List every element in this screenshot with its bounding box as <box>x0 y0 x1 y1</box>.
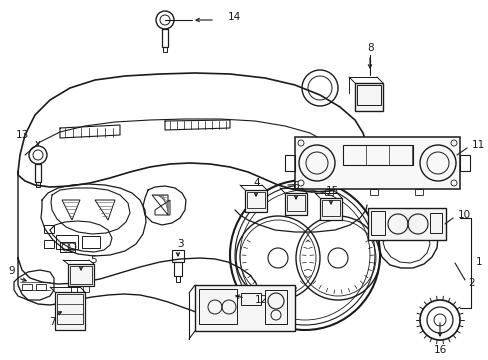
Bar <box>71 286 77 292</box>
Bar <box>176 276 180 282</box>
Bar <box>44 225 54 233</box>
Bar <box>82 236 100 248</box>
Text: 10: 10 <box>457 210 470 220</box>
Bar <box>319 198 341 220</box>
Text: 3: 3 <box>176 239 183 249</box>
Bar <box>163 47 167 52</box>
Bar <box>55 292 85 330</box>
Bar <box>70 266 92 284</box>
Bar <box>174 262 182 276</box>
Bar <box>285 155 294 171</box>
Bar <box>241 293 261 305</box>
Text: 1: 1 <box>475 257 482 267</box>
Bar <box>35 164 41 182</box>
Text: 4: 4 <box>253 178 260 188</box>
Text: 9: 9 <box>9 266 15 276</box>
Bar <box>83 286 89 292</box>
Bar <box>44 240 54 248</box>
Bar <box>244 190 266 212</box>
Bar <box>264 290 286 324</box>
Bar <box>369 189 377 195</box>
Bar <box>36 182 40 187</box>
Text: 8: 8 <box>367 43 373 53</box>
Text: 15: 15 <box>325 186 338 196</box>
Text: 12: 12 <box>254 295 268 305</box>
Bar <box>22 284 32 290</box>
Text: 11: 11 <box>471 140 484 150</box>
Bar <box>36 284 46 290</box>
Bar <box>195 285 294 331</box>
Text: 2: 2 <box>467 278 474 288</box>
Bar <box>429 213 441 233</box>
Text: 14: 14 <box>227 12 241 22</box>
Bar <box>285 193 306 215</box>
Bar <box>370 211 384 235</box>
Text: 16: 16 <box>432 345 446 355</box>
Bar <box>356 85 380 105</box>
Bar <box>60 242 75 252</box>
Bar <box>325 189 332 195</box>
Bar <box>199 289 237 324</box>
Bar <box>459 155 469 171</box>
Bar <box>294 137 459 189</box>
Bar <box>162 29 168 47</box>
Bar <box>354 83 382 111</box>
Bar <box>286 195 305 211</box>
Bar <box>342 145 412 165</box>
Bar <box>172 250 183 262</box>
Bar <box>56 235 78 249</box>
Bar <box>367 208 445 240</box>
Bar <box>68 264 94 286</box>
Text: 7: 7 <box>49 317 55 327</box>
Bar <box>414 189 422 195</box>
Bar <box>57 294 83 324</box>
Bar <box>321 200 339 216</box>
Bar <box>246 192 264 208</box>
Text: 13: 13 <box>15 130 29 140</box>
Text: 5: 5 <box>90 255 97 265</box>
Text: 6: 6 <box>292 181 299 191</box>
